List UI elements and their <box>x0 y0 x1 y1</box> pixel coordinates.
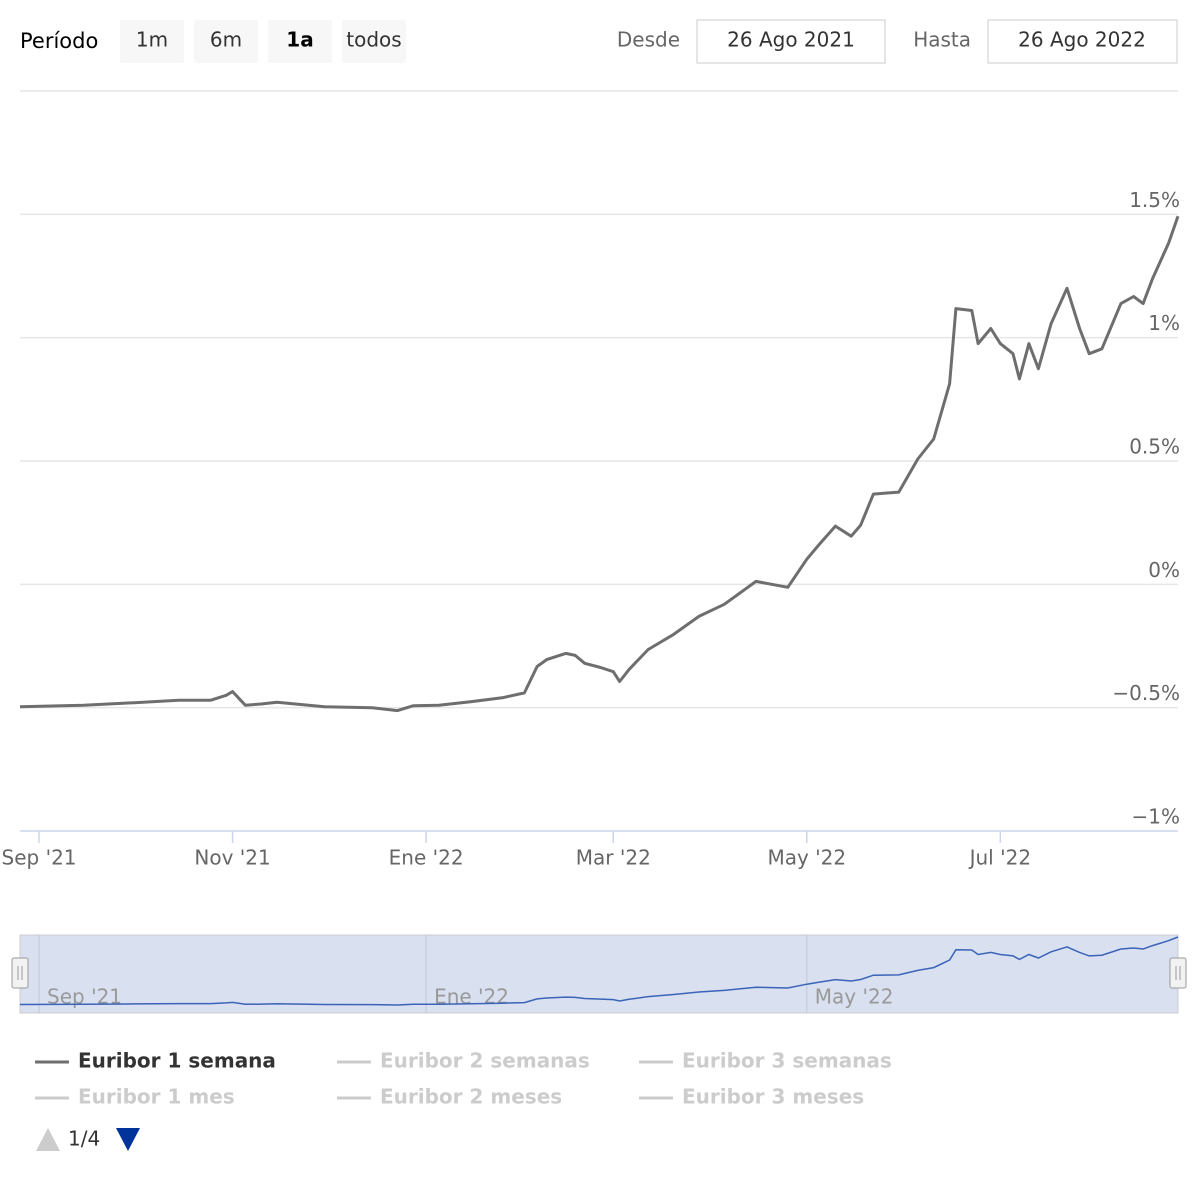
range-button-label[interactable]: 6m <box>210 28 242 52</box>
navigator-handle[interactable] <box>11 957 29 989</box>
range-button[interactable] <box>120 20 184 63</box>
from-label: Desde <box>617 28 680 52</box>
y-tick-label: 1.5% <box>1129 188 1180 212</box>
range-button[interactable] <box>194 20 258 63</box>
legend-item[interactable]: Euribor 1 semana <box>78 1049 276 1073</box>
range-button-label[interactable]: 1m <box>136 28 168 52</box>
range-button-label[interactable]: todos <box>346 28 401 52</box>
range-button-label[interactable]: 1a <box>286 28 313 52</box>
line <box>19 215 1180 713</box>
x-tick-label: Mar '22 <box>576 846 651 870</box>
legend-item[interactable]: Euribor 2 meses <box>380 1085 562 1109</box>
range-button[interactable] <box>342 20 406 63</box>
x-tick-label: Jul '22 <box>968 846 1031 870</box>
legend-item[interactable]: Euribor 1 mes <box>78 1085 235 1109</box>
to-label: Hasta <box>913 28 971 52</box>
y-tick-label: 1% <box>1148 311 1180 335</box>
x-tick-label: Sep '21 <box>2 846 77 870</box>
x-tick-label: Nov '21 <box>194 846 270 870</box>
legend-page: 1/4 <box>68 1127 100 1151</box>
to-input[interactable] <box>987 19 1178 64</box>
navigator-label: May '22 <box>815 985 894 1009</box>
navigator-handle[interactable] <box>1169 957 1187 989</box>
x-tick-label: May '22 <box>767 846 846 870</box>
legend-next[interactable] <box>116 1128 140 1151</box>
from-input[interactable] <box>696 19 886 64</box>
y-tick-label: 0.5% <box>1129 435 1180 459</box>
legend-item[interactable]: Euribor 3 meses <box>682 1085 864 1109</box>
legend-prev[interactable] <box>36 1128 60 1151</box>
to-value[interactable]: 26 Ago 2022 <box>1018 28 1146 52</box>
y-tick-label: 0% <box>1148 558 1180 582</box>
period-label: Período <box>20 29 98 53</box>
x-tick-label: Ene '22 <box>389 846 464 870</box>
navigator-mask <box>19 934 1179 1014</box>
legend-item[interactable]: Euribor 2 semanas <box>380 1049 590 1073</box>
legend-item[interactable]: Euribor 3 semanas <box>682 1049 892 1073</box>
y-tick-label: −1% <box>1132 805 1181 829</box>
range-button[interactable] <box>268 20 332 63</box>
y-tick-label: −0.5% <box>1112 681 1180 705</box>
navigator-line <box>19 936 1179 1006</box>
from-value[interactable]: 26 Ago 2021 <box>727 28 855 52</box>
